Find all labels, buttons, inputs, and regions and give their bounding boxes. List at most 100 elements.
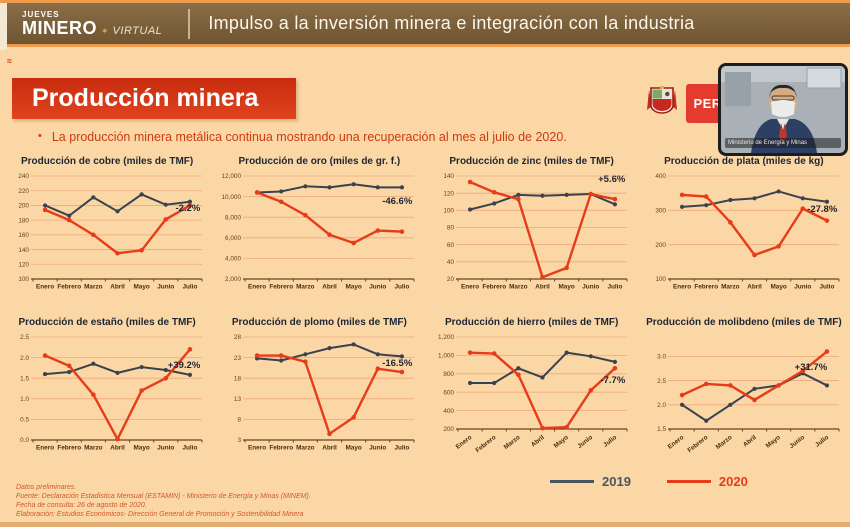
bullet-line: • La producción minera metálica continua… bbox=[38, 130, 567, 144]
svg-text:Julio: Julio bbox=[602, 434, 618, 449]
svg-text:Enero: Enero bbox=[666, 434, 685, 451]
chart-svg: 2.5 2.0 1.5 1.0 0.5 0.0 Enero Febrero Marzo Abril… bbox=[20, 334, 203, 452]
svg-text:180: 180 bbox=[18, 217, 29, 224]
svg-text:100: 100 bbox=[655, 276, 666, 283]
svg-text:18: 18 bbox=[234, 375, 242, 382]
svg-text:Febrero: Febrero bbox=[686, 434, 709, 454]
svg-text:0.5: 0.5 bbox=[20, 417, 29, 424]
svg-text:100: 100 bbox=[443, 208, 454, 215]
svg-text:Marzo: Marzo bbox=[296, 445, 315, 452]
svg-text:1.5: 1.5 bbox=[20, 375, 29, 382]
note-line: Fuente: Declaración Estadística Mensual … bbox=[16, 493, 311, 501]
svg-text:0.0: 0.0 bbox=[20, 437, 29, 444]
legend-label-2019: 2019 bbox=[602, 474, 631, 489]
svg-text:200: 200 bbox=[655, 242, 666, 249]
svg-text:Abril: Abril bbox=[535, 284, 550, 291]
legend-line-2020 bbox=[666, 480, 711, 483]
svg-text:Marzo: Marzo bbox=[714, 434, 733, 451]
svg-text:Mayo: Mayo bbox=[558, 284, 574, 291]
series-2020-line bbox=[680, 350, 828, 402]
note-line: Datos preliminares. bbox=[16, 484, 77, 491]
legend-item-2019: 2019 bbox=[550, 474, 631, 489]
annotation-label: -27.8% bbox=[807, 204, 838, 215]
chart-zinc: Producción de zinc (miles de TMF) 140 120… bbox=[428, 154, 636, 310]
svg-text:28: 28 bbox=[234, 334, 242, 341]
svg-text:Junio: Junio bbox=[157, 445, 174, 452]
svg-text:1.0: 1.0 bbox=[20, 396, 29, 403]
chart-title: Producción de hierro (miles de TMF) bbox=[444, 317, 619, 328]
svg-text:60: 60 bbox=[446, 242, 454, 249]
svg-text:2.5: 2.5 bbox=[657, 378, 666, 385]
svg-text:Mayo: Mayo bbox=[346, 445, 362, 452]
svg-text:Marzo: Marzo bbox=[721, 284, 740, 291]
svg-text:Abril: Abril bbox=[322, 284, 337, 291]
svg-text:120: 120 bbox=[443, 190, 454, 197]
svg-text:Mayo: Mayo bbox=[552, 434, 569, 450]
chart-title: Producción de molibdeno (miles de TMF) bbox=[646, 317, 842, 328]
header-divider bbox=[188, 8, 191, 39]
annotation-label: +5.6% bbox=[598, 174, 626, 185]
gridlines: 240 220 200 180 160 140 120 100 bbox=[18, 173, 202, 283]
bottom-strip bbox=[0, 522, 850, 527]
gridlines: 400 300 200 100 bbox=[655, 173, 839, 283]
svg-text:400: 400 bbox=[655, 173, 666, 180]
page-title-text: Producción minera bbox=[32, 84, 259, 112]
svg-text:600: 600 bbox=[443, 389, 454, 396]
svg-text:Julio: Julio bbox=[607, 284, 622, 291]
decorative-mark: ≈ bbox=[7, 56, 12, 66]
svg-text:Abril: Abril bbox=[747, 284, 762, 291]
svg-text:Abril: Abril bbox=[529, 434, 545, 449]
svg-text:120: 120 bbox=[18, 261, 29, 268]
chart-title: Producción de cobre (miles de TMF) bbox=[21, 156, 194, 167]
chart-oro: Producción de oro (miles de gr. f.) 12,0… bbox=[215, 154, 423, 310]
svg-text:Junio: Junio bbox=[582, 284, 599, 291]
brand-logo: JUEVES MINERO ✶ VIRTUAL bbox=[22, 10, 163, 38]
slide-body: ≈ Producción minera PERÚ bbox=[0, 47, 850, 527]
chart-title: Producción de estaño (miles de TMF) bbox=[18, 317, 196, 328]
chart-canvas: 400 300 200 100 Enero Febrero Marzo Abril Mayo Ju… bbox=[640, 168, 848, 305]
chart-legend: 2019 2020 bbox=[550, 474, 748, 489]
svg-text:12,000: 12,000 bbox=[222, 173, 242, 180]
brand-suffix-text: VIRTUAL bbox=[112, 24, 163, 37]
peru-coat-of-arms-icon bbox=[646, 84, 678, 120]
webcam-video[interactable]: Ministerio de Energía y Minas bbox=[718, 63, 848, 156]
svg-text:Enero: Enero bbox=[248, 284, 266, 291]
bullet-text: La producción minera metálica continua m… bbox=[51, 130, 567, 144]
gridlines: 140 120 100 80 60 40 20 bbox=[443, 173, 627, 283]
svg-text:Enero: Enero bbox=[461, 284, 479, 291]
svg-text:10,000: 10,000 bbox=[222, 194, 242, 201]
svg-text:13: 13 bbox=[234, 396, 242, 403]
svg-text:Mayo: Mayo bbox=[133, 284, 149, 291]
svg-text:Julio: Julio bbox=[182, 445, 197, 452]
svg-text:Abril: Abril bbox=[322, 445, 337, 452]
svg-text:6,000: 6,000 bbox=[225, 235, 241, 242]
svg-text:Junio: Junio bbox=[794, 284, 811, 291]
series-2020-line bbox=[680, 193, 828, 257]
svg-text:Marzo: Marzo bbox=[84, 445, 103, 452]
annotation-label: -46.6% bbox=[382, 196, 413, 207]
svg-text:220: 220 bbox=[18, 188, 29, 195]
svg-text:Febrero: Febrero bbox=[270, 284, 294, 291]
svg-text:80: 80 bbox=[446, 225, 454, 232]
webinar-title: Impulso a la inversión minera e integrac… bbox=[208, 13, 695, 33]
chart-canvas: 1,200 1,000 800 600 400 200 Enero Febrero Marzo A… bbox=[428, 329, 636, 466]
svg-text:Julio: Julio bbox=[182, 284, 197, 291]
svg-text:Marzo: Marzo bbox=[84, 284, 103, 291]
svg-text:Marzo: Marzo bbox=[509, 284, 528, 291]
svg-text:8: 8 bbox=[238, 417, 242, 424]
svg-text:Febrero: Febrero bbox=[694, 284, 718, 291]
header-left-strip bbox=[0, 3, 7, 50]
chart-title: Producción de plata (miles de kg) bbox=[664, 156, 824, 167]
svg-text:Junio: Junio bbox=[370, 445, 387, 452]
source-notes: Datos preliminares. Fuente: Declaración … bbox=[16, 483, 311, 519]
brand-main-text: MINERO bbox=[22, 17, 97, 38]
svg-text:Enero: Enero bbox=[454, 434, 473, 451]
svg-text:140: 140 bbox=[18, 247, 29, 254]
svg-text:Abril: Abril bbox=[110, 284, 125, 291]
svg-text:Mayo: Mayo bbox=[133, 445, 149, 452]
chart-cobre: Producción de cobre (miles de TMF) 240 22… bbox=[3, 154, 211, 310]
chart-hierro: Producción de hierro (miles de TMF) 1,20… bbox=[428, 315, 636, 471]
svg-text:Enero: Enero bbox=[36, 284, 54, 291]
legend-line-2019 bbox=[550, 480, 594, 483]
